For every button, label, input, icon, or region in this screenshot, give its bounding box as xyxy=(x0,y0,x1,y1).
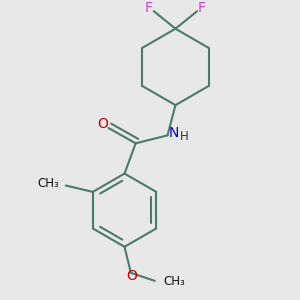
Text: O: O xyxy=(98,117,108,131)
Text: F: F xyxy=(198,1,206,15)
Text: F: F xyxy=(145,1,153,15)
Text: H: H xyxy=(180,130,188,142)
Text: O: O xyxy=(126,269,137,283)
Text: N: N xyxy=(169,126,179,140)
Text: CH₃: CH₃ xyxy=(37,177,59,190)
Text: CH₃: CH₃ xyxy=(164,275,185,288)
